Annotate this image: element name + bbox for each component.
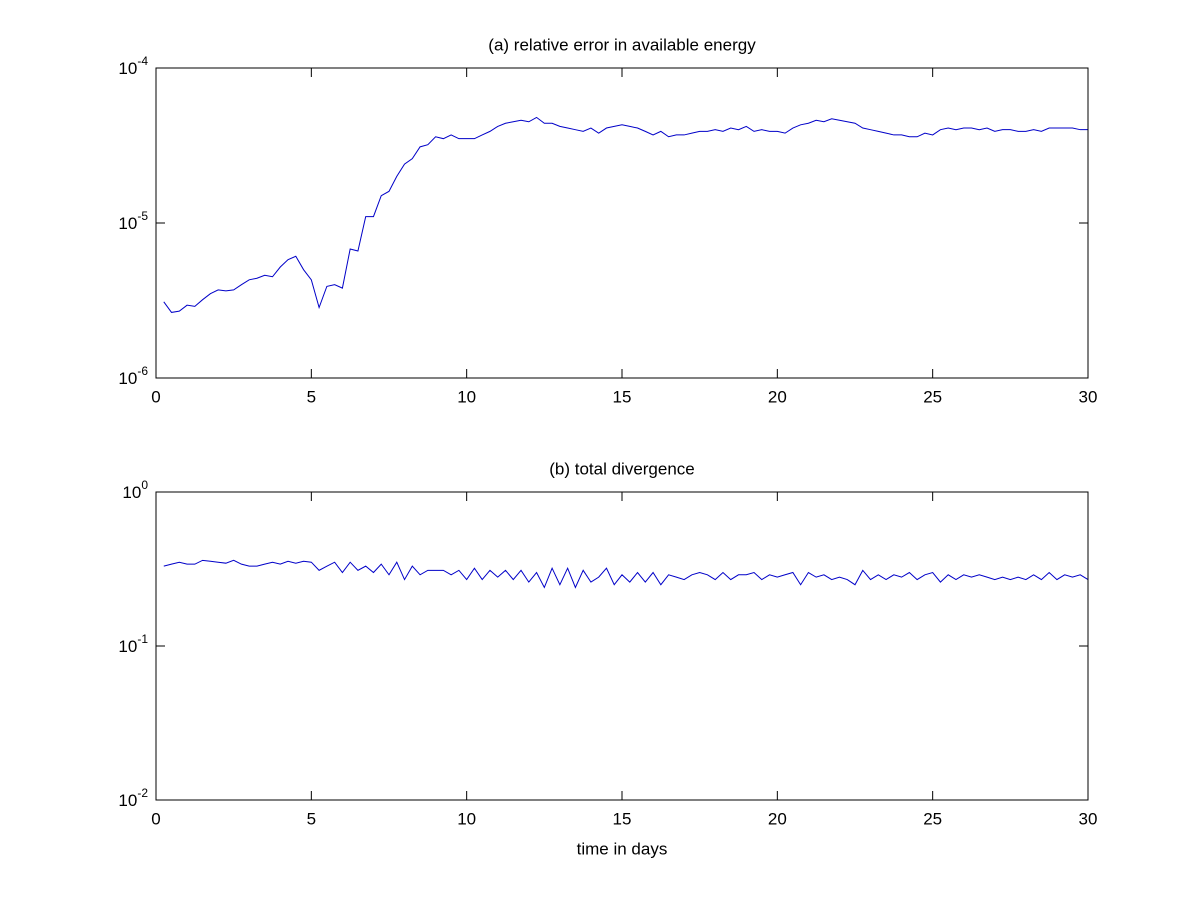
chart-title: (a) relative error in available energy	[488, 35, 756, 54]
x-tick-label: 5	[307, 809, 316, 828]
x-tick-label: 0	[151, 387, 160, 406]
x-tick-label: 0	[151, 809, 160, 828]
x-tick-label: 20	[768, 809, 787, 828]
axes-frame	[155, 491, 1089, 801]
x-tick-label: 10	[457, 387, 476, 406]
x-tick-label: 15	[613, 809, 632, 828]
x-tick-label: 25	[923, 809, 942, 828]
x-tick-label: 15	[613, 387, 632, 406]
y-tick-label: 10-1	[118, 632, 148, 656]
data-line	[163, 559, 1089, 589]
x-tick-label: 30	[1079, 809, 1098, 828]
plot-area	[156, 68, 1088, 378]
x-axis-label: time in days	[577, 839, 668, 858]
plot-area	[156, 492, 1088, 800]
x-tick-label: 30	[1079, 387, 1098, 406]
y-tick-label: 100	[122, 478, 148, 502]
x-tick-label: 5	[307, 387, 316, 406]
y-tick-label: 10-5	[118, 209, 148, 233]
data-line	[163, 116, 1088, 313]
chart-title: (b) total divergence	[549, 459, 695, 478]
x-tick-label: 10	[457, 809, 476, 828]
x-tick-label: 25	[923, 387, 942, 406]
y-tick-label: 10-4	[118, 54, 148, 78]
y-tick-label: 10-2	[118, 786, 148, 810]
axes-frame	[155, 67, 1089, 379]
y-tick-label: 10-6	[118, 364, 148, 388]
x-tick-label: 20	[768, 387, 787, 406]
